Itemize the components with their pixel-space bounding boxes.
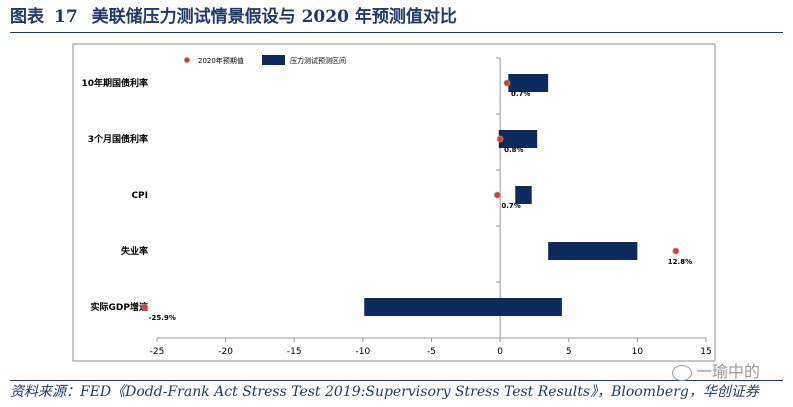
range-bar	[364, 298, 562, 316]
category-label: 3个月国债利率	[88, 133, 148, 145]
figure-number: 17	[54, 7, 78, 27]
title-rule	[10, 32, 783, 33]
range-bar	[498, 130, 538, 148]
x-tick-label: -10	[356, 347, 371, 357]
legend-marker-label: 2020年预期值	[198, 56, 244, 65]
expected-label: 12.8%	[668, 258, 692, 266]
expected-label: 0.7%	[501, 202, 520, 210]
category-label: 失业率	[121, 245, 148, 257]
x-tick-label: -15	[287, 347, 302, 357]
source-note: 资料来源：FED《Dodd-Frank Act Stress Test 2019…	[10, 384, 759, 400]
plot-frame	[72, 43, 716, 362]
expected-label: 0.8%	[504, 146, 523, 154]
x-tick-label: -20	[218, 347, 233, 357]
x-tick-label: 15	[700, 347, 711, 357]
expected-marker	[503, 79, 511, 87]
expected-marker	[672, 247, 680, 255]
expected-label: -25.9%	[149, 314, 176, 322]
figure-label: 图表	[10, 7, 44, 27]
legend-marker	[183, 57, 190, 64]
range-bar	[508, 74, 549, 92]
expected-marker	[496, 135, 504, 143]
watermark-text: 一瑜中的	[696, 362, 761, 381]
legend-bar-swatch	[262, 55, 285, 65]
figure-caption: 美联储压力测试情景假设与 2020 年预测值对比	[91, 7, 457, 27]
x-tick-label: -25	[150, 347, 165, 357]
x-tick-label: 10	[632, 347, 644, 357]
range-bar	[548, 242, 638, 260]
figure-title: 图表 17 美联储压力测试情景假设与 2020 年预测值对比	[10, 4, 457, 30]
category-label: CPI	[131, 191, 148, 201]
watermark: 一瑜中的	[672, 360, 760, 384]
range-bar	[515, 186, 532, 204]
wechat-icon	[672, 364, 692, 381]
chart: -25 -20 -15 -10 -5 0 5 10 15 10年期国债利率 0.7% 3个月国债利率 0…	[72, 43, 716, 362]
x-tick-label: 5	[566, 347, 572, 357]
x-tick-label: -5	[427, 347, 436, 357]
expected-marker	[493, 191, 501, 199]
category-label: 10年期国债利率	[81, 77, 148, 89]
expected-label: 0.7%	[511, 90, 530, 98]
source-rule	[10, 380, 783, 381]
x-tick-label: 0	[497, 347, 503, 357]
legend-bar-label: 压力测试预测区间	[290, 56, 346, 65]
expected-marker	[141, 303, 149, 311]
category-label: 实际GDP增速	[91, 301, 148, 313]
